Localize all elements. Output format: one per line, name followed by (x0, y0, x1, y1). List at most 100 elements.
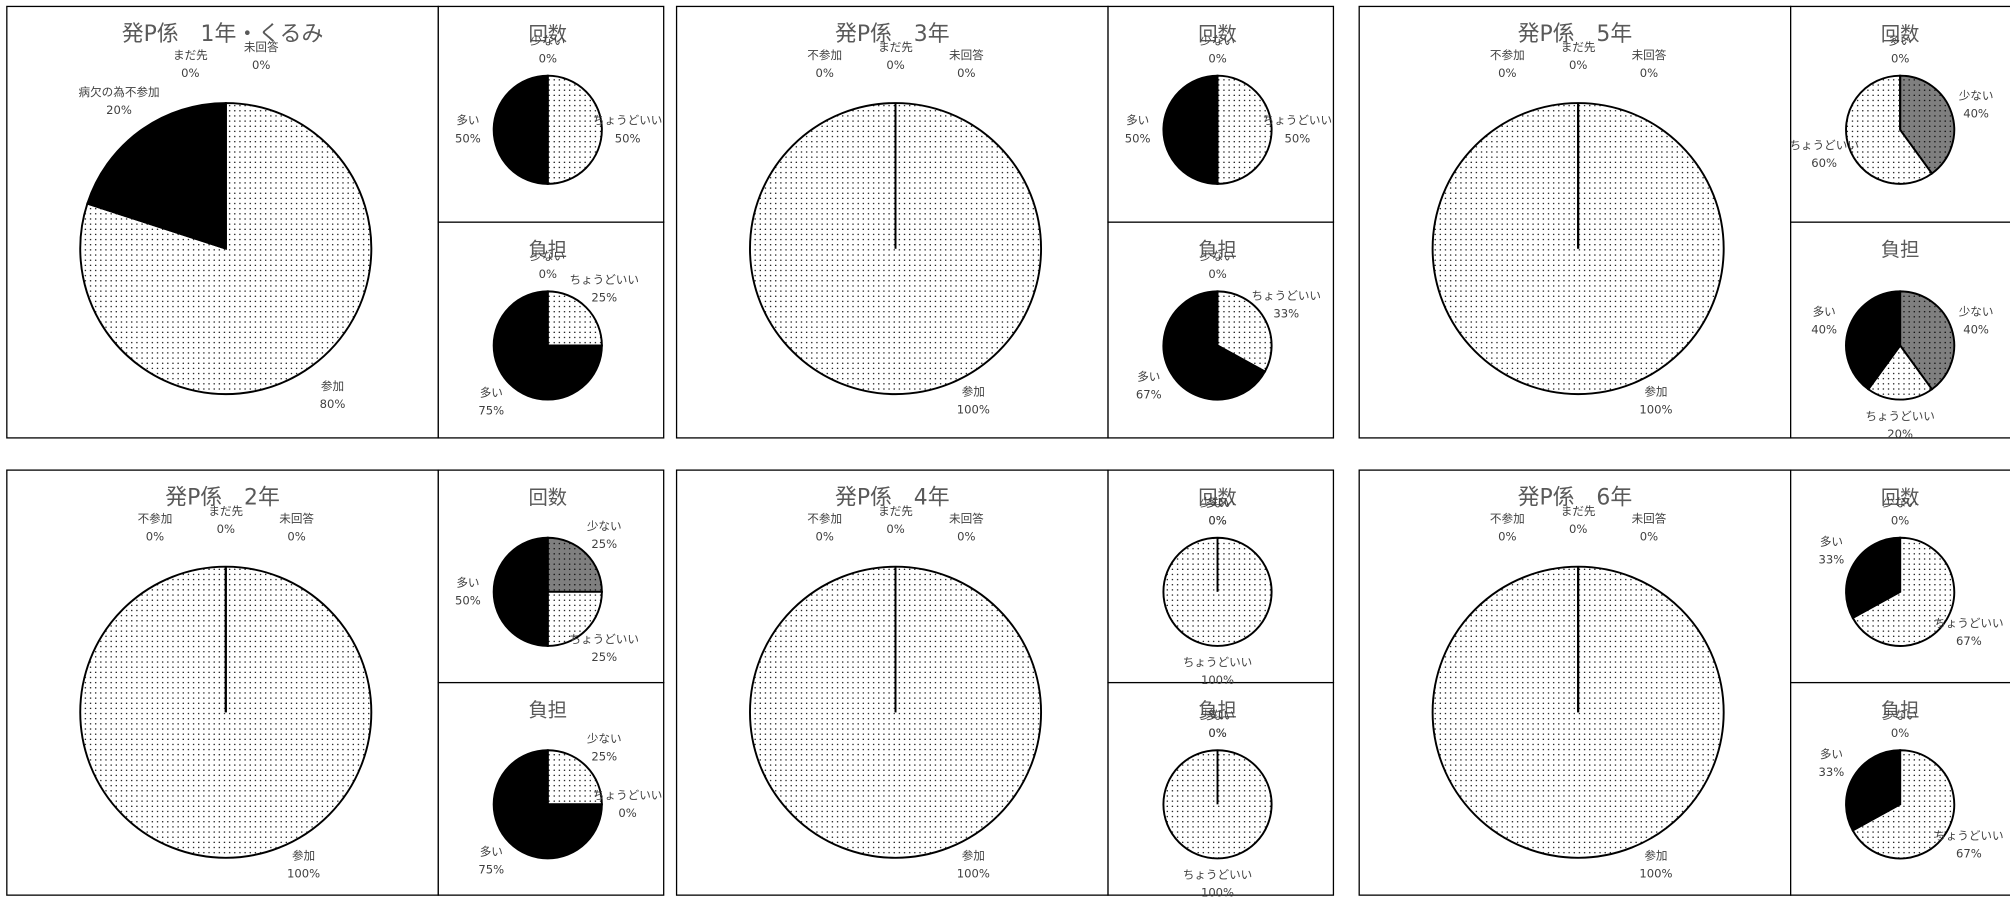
slice-value-label: 50% (455, 131, 481, 145)
slice-label: ちょうどいい (1934, 828, 2003, 842)
slice-label: 未回答 (279, 512, 314, 526)
slice-value-label: 75% (478, 403, 504, 417)
slice-label: 未回答 (949, 512, 984, 526)
pie-slice (546, 290, 603, 347)
slice-value-label: 50% (1125, 131, 1151, 145)
slice-value-label: 25% (591, 537, 617, 551)
slice-label: 参加 (292, 848, 315, 862)
slice-label: 少ない (1883, 495, 1918, 509)
slice-label: ちょうどいい (1252, 288, 1321, 302)
pie-slice (1845, 749, 1902, 832)
chart-title: 負担 (1198, 238, 1237, 261)
slice-label: ちょうどいい (570, 273, 639, 287)
pie-slice (546, 74, 603, 185)
slice-label: 多い (1206, 708, 1229, 722)
slice-value-label: 0% (1208, 267, 1226, 281)
chart-title: 負担 (528, 698, 567, 721)
slice-value-label: 40% (1963, 322, 1989, 336)
pie-slice (492, 749, 603, 860)
slice-value-label: 100% (1639, 403, 1672, 417)
chart-title: 発P係 5年 (1518, 22, 1633, 47)
pie-slice (1845, 74, 1934, 185)
slice-value-label: 0% (539, 51, 557, 65)
slice-value-label: 0% (1891, 513, 1909, 527)
slice-label: 未回答 (949, 48, 984, 62)
slice-label: ちょうどいい (1934, 616, 2003, 630)
slice-value-label: 0% (886, 522, 904, 536)
slice-label: 多い (1813, 304, 1836, 318)
slice-label: 少ない (1200, 708, 1235, 722)
slice-label: ちょうどいい (1789, 138, 1858, 152)
chart-title: 負担 (528, 238, 567, 261)
slice-value-label: 0% (816, 66, 834, 80)
pie-slice (1162, 290, 1267, 401)
slice-value-label: 0% (1640, 66, 1658, 80)
slice-label: まだ先 (208, 504, 243, 518)
chart-title: 負担 (1881, 698, 1920, 721)
slice-value-label: 67% (1956, 634, 1982, 648)
slice-value-label: 0% (1208, 726, 1226, 740)
pie-slice (546, 536, 603, 593)
chart-title: 回数 (1198, 486, 1237, 509)
slice-value-label: 0% (1208, 513, 1226, 527)
slice-value-label: 25% (591, 650, 617, 664)
slice-value-label: 100% (1201, 673, 1234, 687)
slice-label: 不参加 (138, 512, 173, 526)
pie-slice (1851, 536, 1956, 647)
slice-value-label: 60% (1811, 156, 1837, 170)
slice-value-label: 0% (181, 66, 199, 80)
slice-label: まだ先 (878, 504, 913, 518)
slice-value-label: 25% (591, 749, 617, 763)
slice-value-label: 100% (957, 866, 990, 880)
slice-value-label: 0% (957, 530, 975, 544)
slice-value-label: 0% (1891, 726, 1909, 740)
chart-title: 負担 (1881, 238, 1920, 261)
slice-label: 多い (1126, 113, 1149, 127)
pie-slice (1899, 290, 1956, 391)
chart-title: 回数 (1198, 22, 1237, 45)
slice-label: ちょうどいい (1263, 113, 1332, 127)
slice-value-label: 0% (287, 530, 305, 544)
slice-label: 参加 (1644, 385, 1667, 399)
chart-title: 発P係 3年 (835, 22, 950, 47)
slice-label: ちょうどいい (593, 113, 662, 127)
slice-label: 未回答 (244, 40, 279, 54)
slice-value-label: 33% (1273, 306, 1299, 320)
pie-slice (1162, 74, 1219, 185)
slice-label: 少ない (1200, 33, 1235, 47)
slice-label: まだ先 (1561, 40, 1596, 54)
slice-value-label: 0% (1569, 58, 1587, 72)
slice-label: 多い (1820, 747, 1843, 761)
slice-label: 少ない (1959, 89, 1994, 103)
slice-value-label: 33% (1819, 553, 1845, 567)
slice-label: 少ない (1200, 249, 1235, 263)
slice-label: まだ先 (1561, 504, 1596, 518)
pie-slice (1851, 749, 1956, 860)
slice-value-label: 0% (539, 267, 557, 281)
slice-value-label: 0% (1498, 66, 1516, 80)
slice-label: まだ先 (878, 40, 913, 54)
slice-value-label: 40% (1963, 107, 1989, 121)
slice-label: 多い (456, 113, 479, 127)
slice-value-label: 67% (1136, 388, 1162, 402)
pie-slice (492, 290, 603, 401)
slice-value-label: 20% (106, 103, 132, 117)
slice-label: 少ない (530, 33, 565, 47)
slice-label: 少ない (587, 731, 622, 745)
chart-title: 発P係 4年 (835, 485, 950, 510)
slice-label: 不参加 (807, 48, 842, 62)
slice-label: 少ない (530, 249, 565, 263)
pie-slice (492, 536, 549, 647)
pie-slice (1216, 290, 1273, 373)
pie-slice (546, 749, 603, 806)
slice-value-label: 0% (1208, 51, 1226, 65)
chart-title: 回数 (528, 486, 567, 509)
slice-value-label: 0% (1208, 513, 1226, 527)
slice-value-label: 50% (1285, 131, 1311, 145)
slice-label: ちょうどいい (570, 632, 639, 646)
slice-value-label: 50% (615, 131, 641, 145)
slice-value-label: 80% (320, 397, 346, 411)
slice-label: 多い (1889, 33, 1912, 47)
slice-label: 参加 (321, 379, 344, 393)
